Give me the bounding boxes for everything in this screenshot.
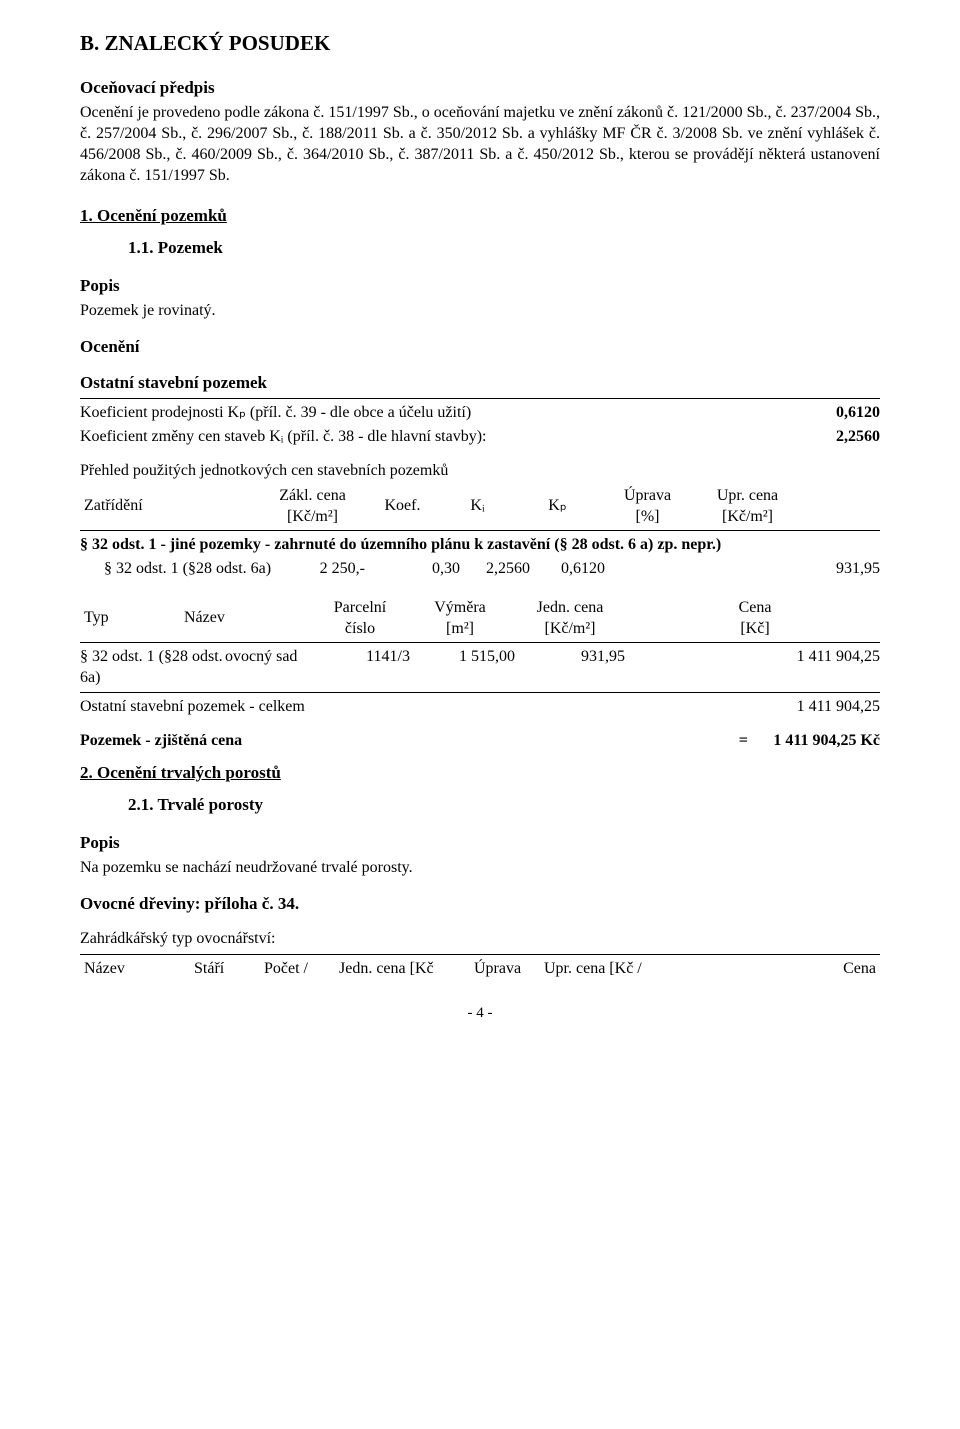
table3-h5: Úprava	[470, 959, 540, 980]
section-title: B. ZNALECKÝ POSUDEK	[80, 30, 880, 57]
table1-c-ki: 2,2560	[460, 559, 530, 580]
table1-c-kp: 0,6120	[530, 559, 605, 580]
table1-note: § 32 odst. 1 - jiné pozemky - zahrnuté d…	[80, 535, 880, 556]
koef-ki-row: Koeficient změny cen staveb Kᵢ (příl. č.…	[80, 427, 880, 448]
divider	[80, 954, 880, 955]
table2-h-parc-l2: číslo	[314, 619, 406, 640]
table1-row: § 32 odst. 1 (§28 odst. 6a) 2 250,- 0,30…	[80, 559, 880, 580]
table2-h-nazev: Název	[180, 598, 310, 640]
koef-kp-row: Koeficient prodejnosti Kₚ (příl. č. 39 -…	[80, 403, 880, 424]
ovocne-dreviny-label: Ovocné dřeviny: příloha č. 34.	[80, 893, 880, 915]
table1-h-zakl-l2: [Kč/m²]	[264, 507, 361, 528]
result-eq: =	[713, 731, 773, 752]
table1-h-ki: Kᵢ	[440, 486, 515, 528]
section-2-heading: 2. Ocenění trvalých porostů	[80, 762, 880, 784]
section-2-1-heading: 2.1. Trvalé porosty	[128, 794, 880, 816]
table2-h-vym-l1: Výměra	[414, 598, 506, 619]
table1-h-zatrideni: Zatřídění	[80, 486, 260, 528]
divider	[80, 642, 880, 643]
table2-c-typ: § 32 odst. 1 (§28 odst. 6a)	[80, 647, 225, 689]
result-label: Pozemek - zjištěná cena	[80, 731, 242, 752]
divider	[80, 530, 880, 531]
ostatni-stavebni-label: Ostatní stavební pozemek	[80, 372, 880, 394]
table2-h-cena: Cena [Kč]	[630, 598, 880, 640]
koef-ki-value: 2,2560	[836, 427, 880, 448]
oceneni-label: Ocenění	[80, 336, 880, 358]
table3-header: Název Stáří Počet / Jedn. cena [Kč Úprav…	[80, 959, 880, 980]
table2-c-cena: 1 411 904,25	[625, 647, 880, 689]
section-1-1-heading: 1.1. Pozemek	[128, 237, 880, 259]
popis-text-2: Na pozemku se nachází neudržované trvalé…	[80, 858, 880, 879]
table2-h-jedn-l1: Jedn. cena	[514, 598, 626, 619]
celkem-label: Ostatní stavební pozemek - celkem	[80, 697, 797, 718]
celkem-value: 1 411 904,25	[797, 697, 880, 718]
table2-h-vym-l2: [m²]	[414, 619, 506, 640]
table3-h1: Název	[80, 959, 190, 980]
table1-h-upr-l1: Upr. cena	[699, 486, 796, 507]
table2-row: § 32 odst. 1 (§28 odst. 6a) ovocný sad 1…	[80, 647, 880, 689]
table2-h-typ: Typ	[80, 598, 180, 640]
ocenovaci-predpis-heading: Oceňovací předpis	[80, 77, 880, 99]
table3-h3: Počet /	[260, 959, 335, 980]
table2-h-cena-l2: [Kč]	[634, 619, 876, 640]
table1-header: Zatřídění Zákl. cena [Kč/m²] Koef. Kᵢ Kₚ…	[80, 486, 880, 528]
table1-c-uprava	[605, 559, 685, 580]
prehled-heading: Přehled použitých jednotkových cen stave…	[80, 461, 880, 482]
table2-h-cena-l1: Cena	[634, 598, 876, 619]
table2-h-jedn-l2: [Kč/m²]	[514, 619, 626, 640]
table2-header: Typ Název Parcelní číslo Výměra [m²] Jed…	[80, 598, 880, 640]
table2-h-vymera: Výměra [m²]	[410, 598, 510, 640]
ocenovaci-predpis-text: Ocenění je provedeno podle zákona č. 151…	[80, 103, 880, 186]
popis-label-2: Popis	[80, 832, 880, 854]
koef-kp-value: 0,6120	[836, 403, 880, 424]
table3-h4: Jedn. cena [Kč	[335, 959, 470, 980]
page-number: - 4 -	[80, 1004, 880, 1024]
table2-h-parc-l1: Parcelní	[314, 598, 406, 619]
table1-h-upr-l2: [Kč/m²]	[699, 507, 796, 528]
table1-h-zakl: Zákl. cena [Kč/m²]	[260, 486, 365, 528]
table3-h6: Upr. cena [Kč /	[540, 959, 680, 980]
zahradkarsky-label: Zahrádkářský typ ovocnářství:	[80, 929, 880, 950]
table1-h-upr: Upr. cena [Kč/m²]	[695, 486, 800, 528]
table2-c-nazev: ovocný sad	[225, 647, 325, 689]
table3-h2: Stáří	[190, 959, 260, 980]
result-row: Pozemek - zjištěná cena = 1 411 904,25 K…	[80, 731, 880, 752]
koef-kp-label: Koeficient prodejnosti Kₚ (příl. č. 39 -…	[80, 403, 471, 424]
section-1-heading: 1. Ocenění pozemků	[80, 205, 880, 227]
table2-c-vym: 1 515,00	[410, 647, 515, 689]
table1-h-zakl-l1: Zákl. cena	[264, 486, 361, 507]
table1-h-uprava-l1: Úprava	[604, 486, 691, 507]
table1-h-uprava: Úprava [%]	[600, 486, 695, 528]
table1-h-uprava-l2: [%]	[604, 507, 691, 528]
table2-c-jedn: 931,95	[515, 647, 625, 689]
table2-h-parcelni: Parcelní číslo	[310, 598, 410, 640]
table2-c-parc: 1141/3	[325, 647, 410, 689]
koef-ki-label: Koeficient změny cen staveb Kᵢ (příl. č.…	[80, 427, 486, 448]
table1-c-koef: 0,30	[365, 559, 460, 580]
celkem-row: Ostatní stavební pozemek - celkem 1 411 …	[80, 697, 880, 718]
table1-h-kp: Kₚ	[515, 486, 600, 528]
table1-c-zatrideni: § 32 odst. 1 (§28 odst. 6a)	[80, 559, 280, 580]
table1-c-upr: 931,95	[685, 559, 880, 580]
divider	[80, 692, 880, 693]
table1-c-zakl: 2 250,-	[280, 559, 365, 580]
table3-h7: Cena	[680, 959, 880, 980]
result-value: 1 411 904,25 Kč	[773, 731, 880, 752]
table2-h-jedn: Jedn. cena [Kč/m²]	[510, 598, 630, 640]
divider	[80, 398, 880, 399]
popis-text-1: Pozemek je rovinatý.	[80, 301, 880, 322]
popis-label-1: Popis	[80, 275, 880, 297]
table1-h-koef: Koef.	[365, 486, 440, 528]
